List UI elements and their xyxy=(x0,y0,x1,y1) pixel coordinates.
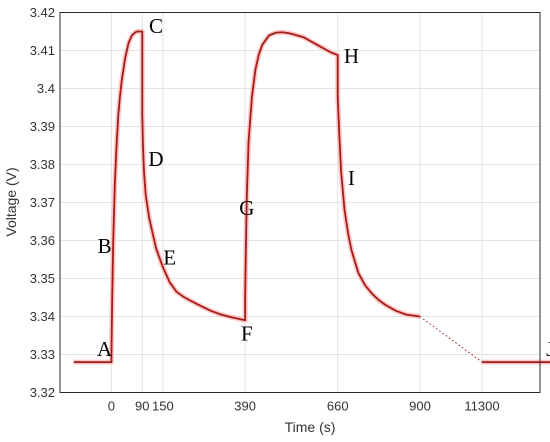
plot-frame xyxy=(59,12,541,393)
y-axis-label: Voltage (V) xyxy=(3,167,19,236)
y-tick-label: 3.37 xyxy=(30,195,55,210)
y-tick-label: 3.42 xyxy=(30,5,55,20)
x-tick-labels: 0 90 150 390 660 900 11300 xyxy=(108,399,500,414)
point-label-f: F xyxy=(241,322,253,346)
y-tick-label: 3.33 xyxy=(30,347,55,362)
point-label-g: G xyxy=(239,196,254,220)
series-connector xyxy=(419,316,483,363)
y-tick-label: 3.35 xyxy=(30,271,55,286)
y-tick-labels: 3.32 3.33 3.34 3.35 3.36 3.37 3.38 3.39 3.4 3.41 3… xyxy=(30,5,55,400)
y-tick-label: 3.4 xyxy=(37,81,55,96)
point-label-j: J xyxy=(546,337,550,361)
y-tick-label: 3.38 xyxy=(30,157,55,172)
point-label-a: A xyxy=(97,337,113,361)
y-tick-label: 3.36 xyxy=(30,233,55,248)
x-axis-label: Time (s) xyxy=(285,419,336,435)
point-label-d: D xyxy=(148,147,163,171)
point-labels: A B C D E F G H I J xyxy=(97,14,550,361)
point-label-c: C xyxy=(149,14,163,38)
x-tick-label: 660 xyxy=(327,399,349,414)
y-tick-label: 3.39 xyxy=(30,119,55,134)
y-tick-label: 3.34 xyxy=(30,309,55,324)
x-tick-label: 390 xyxy=(234,399,256,414)
x-tick-label: 150 xyxy=(152,399,174,414)
series xyxy=(73,29,550,365)
point-label-h: H xyxy=(344,44,359,68)
x-tick-label: 900 xyxy=(409,399,431,414)
point-label-i: I xyxy=(348,166,355,190)
x-tick-label: 90 xyxy=(135,399,149,414)
x-tick-label: 0 xyxy=(108,399,115,414)
y-tick-label: 3.32 xyxy=(30,385,55,400)
series-line-0 xyxy=(73,30,421,364)
point-label-e: E xyxy=(163,246,176,270)
x-tick-label: 11300 xyxy=(464,399,499,414)
grid xyxy=(60,12,540,393)
point-label-b: B xyxy=(98,234,112,258)
y-tick-label: 3.41 xyxy=(30,43,55,58)
